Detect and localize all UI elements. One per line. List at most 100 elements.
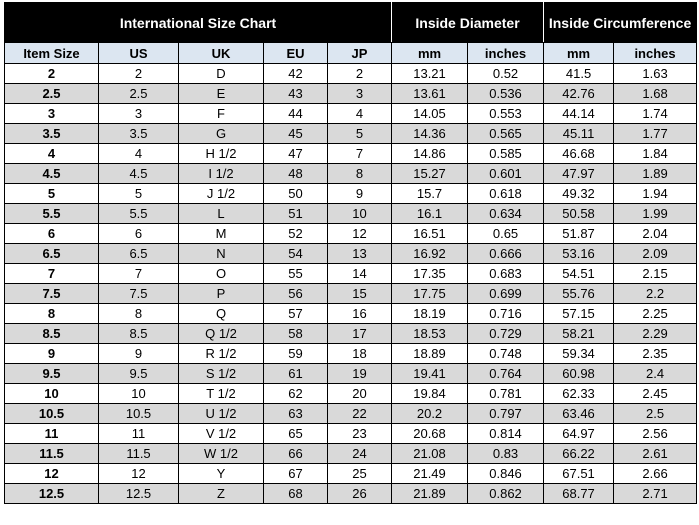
cell-uk: Z bbox=[178, 483, 264, 504]
cell-item-size: 3 bbox=[4, 103, 99, 124]
cell-us: 3 bbox=[98, 103, 179, 124]
cell-circumference-inches: 2.04 bbox=[613, 223, 698, 244]
cell-uk: J 1/2 bbox=[178, 183, 264, 204]
cell-item-size: 11 bbox=[4, 423, 99, 444]
cell-eu: 51 bbox=[263, 203, 328, 224]
inside-circumference-title: Inside Circumference bbox=[543, 2, 698, 43]
cell-item-size: 11.5 bbox=[4, 443, 99, 464]
cell-diameter-mm: 20.2 bbox=[391, 403, 469, 424]
cell-diameter-inches: 0.797 bbox=[467, 403, 545, 424]
cell-uk: W 1/2 bbox=[178, 443, 264, 464]
cell-jp: 25 bbox=[326, 463, 393, 484]
cell-diameter-mm: 21.89 bbox=[391, 483, 469, 504]
cell-item-size: 8.5 bbox=[4, 323, 99, 344]
cell-diameter-mm: 21.49 bbox=[391, 463, 469, 484]
cell-circumference-mm: 57.15 bbox=[543, 303, 615, 324]
cell-jp: 4 bbox=[326, 103, 393, 124]
cell-diameter-mm: 18.19 bbox=[391, 303, 469, 324]
table-row: 7.5 7.5 P 56 15 17.75 0.699 55.76 2.2 bbox=[4, 283, 698, 304]
cell-eu: 44 bbox=[263, 103, 328, 124]
cell-us: 10 bbox=[98, 383, 179, 404]
cell-eu: 66 bbox=[263, 443, 328, 464]
header-jp: JP bbox=[326, 42, 393, 64]
cell-diameter-inches: 0.585 bbox=[467, 143, 545, 164]
cell-item-size: 5 bbox=[4, 183, 99, 204]
cell-item-size: 2 bbox=[4, 63, 99, 84]
cell-diameter-inches: 0.666 bbox=[467, 243, 545, 264]
cell-diameter-mm: 16.92 bbox=[391, 243, 469, 264]
cell-circumference-mm: 67.51 bbox=[543, 463, 615, 484]
cell-us: 2.5 bbox=[98, 83, 179, 104]
cell-uk: R 1/2 bbox=[178, 343, 264, 364]
cell-diameter-mm: 18.89 bbox=[391, 343, 469, 364]
cell-circumference-inches: 2.56 bbox=[613, 423, 698, 444]
table-row: 12 12 Y 67 25 21.49 0.846 67.51 2.66 bbox=[4, 463, 698, 484]
cell-item-size: 10.5 bbox=[4, 403, 99, 424]
cell-eu: 68 bbox=[263, 483, 328, 504]
cell-item-size: 12.5 bbox=[4, 483, 99, 504]
cell-circumference-mm: 47.97 bbox=[543, 163, 615, 184]
table-row: 12.5 12.5 Z 68 26 21.89 0.862 68.77 2.71 bbox=[4, 483, 698, 504]
cell-circumference-inches: 1.99 bbox=[613, 203, 698, 224]
cell-uk: L bbox=[178, 203, 264, 224]
cell-us: 12 bbox=[98, 463, 179, 484]
cell-diameter-inches: 0.52 bbox=[467, 63, 545, 84]
international-size-chart-title: International Size Chart bbox=[3, 2, 393, 43]
table-row: 10.5 10.5 U 1/2 63 22 20.2 0.797 63.46 2.5 bbox=[4, 403, 698, 424]
cell-item-size: 4.5 bbox=[4, 163, 99, 184]
cell-us: 10.5 bbox=[98, 403, 179, 424]
table-row: 5.5 5.5 L 51 10 16.1 0.634 50.58 1.99 bbox=[4, 203, 698, 224]
cell-circumference-inches: 1.84 bbox=[613, 143, 698, 164]
header-uk: UK bbox=[178, 42, 264, 64]
cell-uk: Q bbox=[178, 303, 264, 324]
cell-circumference-inches: 2.15 bbox=[613, 263, 698, 284]
cell-eu: 62 bbox=[263, 383, 328, 404]
cell-us: 8 bbox=[98, 303, 179, 324]
cell-circumference-mm: 54.51 bbox=[543, 263, 615, 284]
cell-jp: 19 bbox=[326, 363, 393, 384]
cell-circumference-inches: 2.25 bbox=[613, 303, 698, 324]
cell-uk: S 1/2 bbox=[178, 363, 264, 384]
cell-eu: 52 bbox=[263, 223, 328, 244]
cell-circumference-inches: 1.74 bbox=[613, 103, 698, 124]
cell-item-size: 7.5 bbox=[4, 283, 99, 304]
cell-circumference-inches: 1.94 bbox=[613, 183, 698, 204]
cell-diameter-inches: 0.764 bbox=[467, 363, 545, 384]
cell-jp: 5 bbox=[326, 123, 393, 144]
cell-circumference-mm: 41.5 bbox=[543, 63, 615, 84]
cell-eu: 67 bbox=[263, 463, 328, 484]
cell-jp: 23 bbox=[326, 423, 393, 444]
cell-jp: 14 bbox=[326, 263, 393, 284]
cell-eu: 65 bbox=[263, 423, 328, 444]
cell-circumference-inches: 2.35 bbox=[613, 343, 698, 364]
header-circumference-mm: mm bbox=[543, 42, 615, 64]
cell-item-size: 4 bbox=[4, 143, 99, 164]
header-circumference-inches: inches bbox=[613, 42, 698, 64]
cell-diameter-inches: 0.748 bbox=[467, 343, 545, 364]
cell-item-size: 10 bbox=[4, 383, 99, 404]
cell-circumference-inches: 1.68 bbox=[613, 83, 698, 104]
cell-uk: N bbox=[178, 243, 264, 264]
cell-diameter-inches: 0.729 bbox=[467, 323, 545, 344]
header-item-size: Item Size bbox=[4, 42, 99, 64]
cell-circumference-mm: 55.76 bbox=[543, 283, 615, 304]
table-row: 7 7 O 55 14 17.35 0.683 54.51 2.15 bbox=[4, 263, 698, 284]
cell-jp: 7 bbox=[326, 143, 393, 164]
cell-eu: 56 bbox=[263, 283, 328, 304]
cell-circumference-mm: 62.33 bbox=[543, 383, 615, 404]
cell-item-size: 9.5 bbox=[4, 363, 99, 384]
cell-jp: 10 bbox=[326, 203, 393, 224]
cell-circumference-inches: 1.77 bbox=[613, 123, 698, 144]
cell-us: 4 bbox=[98, 143, 179, 164]
cell-circumference-inches: 2.2 bbox=[613, 283, 698, 304]
cell-us: 2 bbox=[98, 63, 179, 84]
cell-jp: 13 bbox=[326, 243, 393, 264]
cell-uk: D bbox=[178, 63, 264, 84]
cell-diameter-mm: 16.1 bbox=[391, 203, 469, 224]
header-diameter-mm: mm bbox=[391, 42, 469, 64]
cell-eu: 59 bbox=[263, 343, 328, 364]
cell-us: 7 bbox=[98, 263, 179, 284]
cell-circumference-mm: 58.21 bbox=[543, 323, 615, 344]
cell-diameter-mm: 15.7 bbox=[391, 183, 469, 204]
